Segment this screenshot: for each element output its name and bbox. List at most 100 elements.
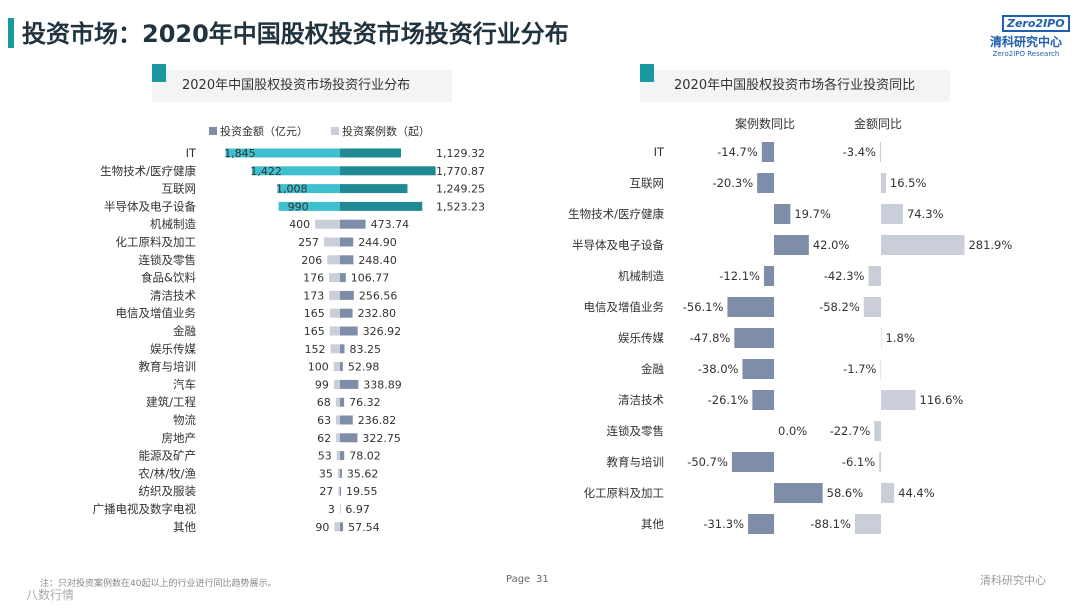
case-count-bar	[327, 255, 340, 265]
case-count-label: 152	[305, 343, 326, 356]
case-count-bar	[336, 415, 340, 425]
amount-bar	[340, 415, 353, 425]
case-count-label: 35	[319, 467, 333, 480]
amount-label: 248.40	[358, 254, 397, 267]
case-count-bar	[315, 219, 340, 229]
case-count-bar	[334, 522, 340, 532]
amount-bar	[340, 184, 408, 194]
amount-bar	[340, 219, 366, 229]
footer-brand: 清科研究中心	[980, 574, 1046, 587]
case-count-label: 176	[303, 272, 324, 285]
amount-bar	[340, 273, 346, 283]
category-label: 农/林/牧/渔	[138, 466, 196, 480]
left-chart-header: 2020年中国股权投资市场投资行业分布	[152, 64, 452, 102]
case-count-bar	[329, 308, 340, 318]
amount-label: 6.97	[345, 503, 370, 516]
case-count-bar	[333, 362, 340, 372]
case-count-label: 165	[304, 325, 325, 338]
legend-swatch-amount	[209, 127, 217, 135]
case-count-label: 27	[319, 485, 333, 498]
case-count-label: 68	[317, 396, 331, 409]
amount-bar	[340, 166, 436, 176]
category-label: 食品&饮料	[141, 271, 196, 285]
legend-label-cases: 投资案例数（起）	[342, 124, 430, 138]
amount-bar	[340, 255, 354, 265]
case-count-label: 3	[328, 503, 335, 516]
category-label: 能源及矿产	[139, 449, 197, 463]
amount-label: 106.77	[351, 272, 390, 285]
amount-bar	[340, 451, 345, 461]
case-count-label: 257	[298, 236, 319, 249]
case-count-label: 173	[303, 289, 324, 302]
case-count-label: 1,008	[276, 183, 308, 196]
amount-bar	[340, 148, 401, 158]
case-count-bar	[336, 451, 340, 461]
page-title: 投资市场：2020年中国股权投资市场投资行业分布	[22, 20, 569, 48]
amount-label: 1,770.87	[436, 165, 485, 178]
case-count-label: 53	[318, 450, 332, 463]
amount-label: 52.98	[348, 361, 380, 374]
logo-name-en: Zero2IPO Research	[992, 50, 1060, 58]
amount-label: 1,249.25	[436, 183, 485, 196]
amount-label: 1,129.32	[436, 147, 485, 160]
category-label: 互联网	[162, 182, 197, 196]
category-label: 房地产	[162, 431, 197, 445]
amount-label: 35.62	[347, 467, 379, 480]
legend-label-amount: 投资金额（亿元）	[220, 124, 308, 138]
amount-label: 326.92	[363, 325, 402, 338]
amount-bar	[340, 308, 353, 318]
case-count-label: 1,422	[250, 165, 282, 178]
amount-label: 76.32	[349, 396, 381, 409]
amount-label: 244.90	[358, 236, 397, 249]
category-label: 机械制造	[150, 217, 196, 231]
brand-logo: Zero2IPO 清科研究中心 Zero2IPO Research	[986, 12, 1070, 58]
amount-label: 83.25	[349, 343, 381, 356]
amount-bar	[340, 379, 359, 389]
amount-bar	[340, 433, 358, 443]
case-count-bar	[333, 379, 340, 389]
amount-bar	[340, 290, 354, 300]
case-count-bar	[337, 468, 340, 478]
case-count-bar	[329, 290, 340, 300]
footnote: 注：只对投资案例数在40起以上的行业进行同比趋势展示。	[40, 579, 277, 589]
case-count-label: 400	[289, 218, 310, 231]
page-number: 31	[536, 574, 549, 585]
case-count-bar	[338, 486, 340, 496]
category-label: 广播电视及数字电视	[93, 502, 197, 516]
case-count-label: 90	[315, 521, 329, 534]
left-chart-title: 2020年中国股权投资市场投资行业分布	[182, 78, 411, 93]
case-count-label: 990	[288, 200, 309, 213]
amount-label: 473.74	[371, 218, 410, 231]
case-count-bar	[336, 433, 340, 443]
amount-bar	[340, 468, 342, 478]
right-chart-header: 2020年中国股权投资市场各行业投资同比	[640, 64, 950, 102]
case-count-label: 62	[317, 432, 331, 445]
category-label: 纺织及服装	[139, 484, 197, 498]
amount-label: 322.75	[362, 432, 401, 445]
amount-label: 256.56	[359, 289, 398, 302]
amount-bar	[340, 344, 345, 354]
amount-label: 236.82	[358, 414, 397, 427]
case-count-bar	[335, 397, 340, 407]
category-label: 教育与培训	[139, 360, 197, 374]
amount-bar	[340, 522, 344, 532]
right-chart-title: 2020年中国股权投资市场各行业投资同比	[674, 78, 916, 93]
case-count-label: 63	[317, 414, 331, 427]
legend-swatch-cases	[331, 127, 339, 135]
category-label: 金融	[173, 324, 196, 338]
case-count-bar	[277, 184, 340, 194]
case-count-bar	[330, 344, 340, 354]
logo-brand: Zero2IPO	[1002, 15, 1070, 32]
case-count-bar	[225, 148, 340, 158]
left-header-accent	[152, 64, 166, 82]
amount-bar	[340, 326, 358, 336]
category-label: IT	[186, 146, 197, 160]
category-label: 汽车	[173, 377, 196, 391]
watermark-text: 八数行情	[26, 588, 75, 602]
case-count-label: 100	[308, 361, 329, 374]
amount-label: 1,523.23	[436, 200, 485, 213]
case-count-bar	[329, 273, 340, 283]
case-count-label: 1,845	[224, 147, 256, 160]
case-count-bar	[324, 237, 340, 247]
